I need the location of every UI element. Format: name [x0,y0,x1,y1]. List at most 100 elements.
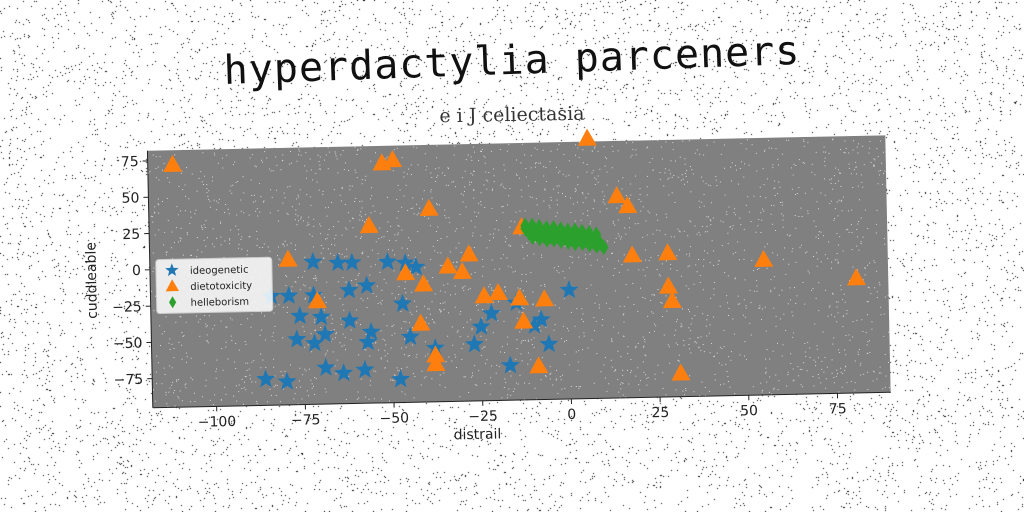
data-point-dietotoxicity [163,154,183,172]
data-point-dietotoxicity [658,243,678,261]
data-point-ideogenetic [334,363,354,382]
y-tick-label: 50 [121,190,139,206]
data-point-dietotoxicity [529,356,549,374]
legend-marker-helleborism [169,296,177,309]
data-point-dietotoxicity [359,216,379,234]
data-point-ideogenetic [377,251,397,271]
data-point-dietotoxicity [514,311,534,329]
data-point-dietotoxicity [452,261,472,280]
series-helleborism [520,217,609,256]
data-point-dietotoxicity [671,363,691,381]
data-point-dietotoxicity [662,290,682,309]
x-tick-label: 0 [567,407,576,423]
data-point-ideogenetic [303,252,323,271]
x-tick-label: 50 [740,403,758,419]
data-point-ideogenetic [316,357,336,377]
data-point-ideogenetic [481,303,501,322]
data-point-ideogenetic [531,309,551,328]
x-tick-label: −100 [198,414,237,431]
data-point-ideogenetic [361,322,381,341]
data-point-dietotoxicity [419,198,439,216]
data-point-helleborism [556,232,566,249]
data-point-ideogenetic [559,280,579,299]
data-point-dietotoxicity [535,289,555,307]
legend: ideogenetic dietotoxicity helleborism [155,256,274,315]
legend-marker-ideogenetic [165,263,179,277]
data-point-ideogenetic [305,333,325,352]
y-tick-label: −50 [113,336,143,353]
data-point-ideogenetic [290,306,310,325]
data-point-dietotoxicity [278,249,298,267]
data-point-ideogenetic [339,280,359,299]
x-axis-line [152,391,891,409]
data-point-ideogenetic [315,324,335,343]
data-point-dietotoxicity [308,291,328,309]
data-point-ideogenetic [279,285,299,305]
legend-label: dietotoxicity [190,281,252,293]
x-tick-label: 25 [651,405,669,421]
data-point-ideogenetic [340,310,360,329]
legend-marker-dietotoxicity [165,279,180,292]
data-point-helleborism [577,235,588,252]
data-point-ideogenetic [400,327,420,346]
data-point-dietotoxicity [411,313,431,331]
x-tick-label: −50 [379,410,409,427]
data-point-dietotoxicity [577,128,597,146]
data-point-dietotoxicity [396,263,416,281]
legend-box [155,256,274,315]
data-point-dietotoxicity [438,256,458,274]
y-tick-label: 25 [122,227,140,243]
data-point-dietotoxicity [488,283,508,301]
data-point-dietotoxicity [459,244,479,262]
data-point-dietotoxicity [383,150,403,168]
data-point-dietotoxicity [659,276,679,294]
data-point-ideogenetic [256,369,276,388]
data-point-helleborism [563,234,573,251]
y-tick-label: 0 [132,263,141,279]
data-point-ideogenetic [464,334,484,353]
data-point-dietotoxicity [510,288,530,306]
data-point-ideogenetic [539,334,559,353]
data-point-dietotoxicity [426,345,446,363]
data-point-ideogenetic [524,315,544,334]
y-tick-label: 75 [121,154,139,170]
data-point-dietotoxicity [414,274,434,292]
x-tick-label: −75 [291,412,321,429]
y-tick-label: −75 [114,372,144,389]
data-point-helleborism [598,239,609,256]
y-axis-line [146,150,154,408]
data-point-helleborism [584,236,595,253]
data-point-ideogenetic [393,293,413,312]
data-point-ideogenetic [328,253,348,272]
data-point-ideogenetic [471,316,491,335]
data-point-ideogenetic [311,307,331,326]
data-point-ideogenetic [406,257,426,276]
data-point-ideogenetic [500,355,520,374]
data-point-helleborism [527,229,538,246]
data-point-dietotoxicity [426,354,446,372]
data-point-dietotoxicity [754,249,774,268]
data-point-ideogenetic [355,359,375,379]
x-tick-label: 75 [829,401,847,417]
x-axis-label: distrail [453,426,501,443]
data-point-dietotoxicity [618,196,638,214]
data-point-ideogenetic [391,369,411,388]
legend-label: ideogenetic [190,265,249,277]
data-point-ideogenetic [358,332,378,351]
data-point-helleborism [591,237,602,254]
series-ideogenetic [256,251,579,390]
data-point-helleborism [570,235,581,252]
data-point-helleborism [534,230,545,247]
x-tick-label: −25 [468,408,498,425]
data-point-helleborism [549,231,559,248]
plot-background [147,135,891,408]
data-point-ideogenetic [287,329,307,348]
y-tick-label: −25 [112,299,142,316]
data-point-ideogenetic [342,252,362,271]
legend-label: helleborism [191,297,250,309]
data-point-helleborism [541,231,552,248]
data-point-ideogenetic [277,371,297,390]
data-point-dietotoxicity [846,268,866,286]
y-axis-label: cuddleable [83,242,101,319]
